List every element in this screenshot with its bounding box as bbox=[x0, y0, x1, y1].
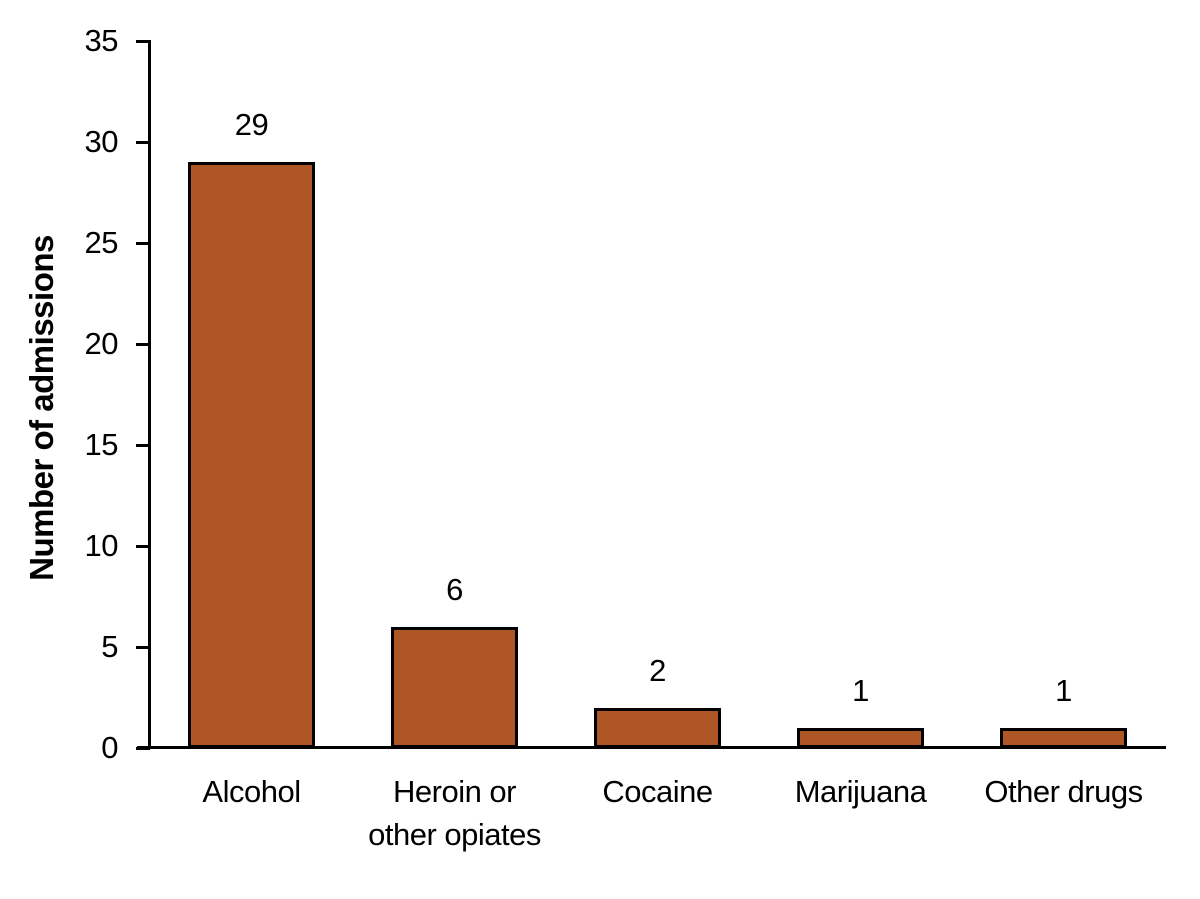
bar-heroin-or bbox=[391, 627, 518, 748]
y-tick bbox=[136, 241, 150, 245]
bar-value-label: 6 bbox=[446, 572, 463, 607]
bar-value-label: 29 bbox=[234, 107, 269, 142]
y-tick bbox=[136, 39, 150, 43]
y-tick bbox=[136, 746, 150, 750]
y-tick-label: 35 bbox=[84, 23, 119, 58]
bar-cocaine bbox=[594, 708, 721, 748]
x-category-label: Other drugs bbox=[984, 774, 1143, 809]
bar-other-drugs bbox=[1000, 728, 1127, 748]
y-tick-label: 20 bbox=[84, 326, 119, 361]
y-tick-label: 5 bbox=[101, 629, 118, 664]
y-tick-label: 15 bbox=[84, 427, 119, 462]
y-tick-label: 25 bbox=[84, 225, 119, 260]
x-category-label: Marijuana bbox=[794, 774, 927, 809]
y-tick bbox=[136, 544, 150, 548]
y-tick-label: 10 bbox=[84, 528, 119, 563]
x-category-label: Heroin or other opiates bbox=[368, 774, 541, 852]
y-tick bbox=[136, 443, 150, 447]
bar-value-label: 1 bbox=[1055, 673, 1072, 708]
bar-alcohol bbox=[188, 162, 315, 748]
y-axis-line bbox=[148, 40, 151, 749]
bar-marijuana bbox=[797, 728, 924, 748]
y-tick-label: 0 bbox=[101, 730, 118, 765]
bar-value-label: 1 bbox=[852, 673, 869, 708]
bar-value-label: 2 bbox=[649, 653, 666, 688]
x-category-label: Cocaine bbox=[602, 774, 713, 809]
x-category-label: Alcohol bbox=[202, 774, 301, 809]
y-tick bbox=[136, 342, 150, 346]
y-tick bbox=[136, 645, 150, 649]
y-tick-label: 30 bbox=[84, 124, 119, 159]
y-tick bbox=[136, 140, 150, 144]
